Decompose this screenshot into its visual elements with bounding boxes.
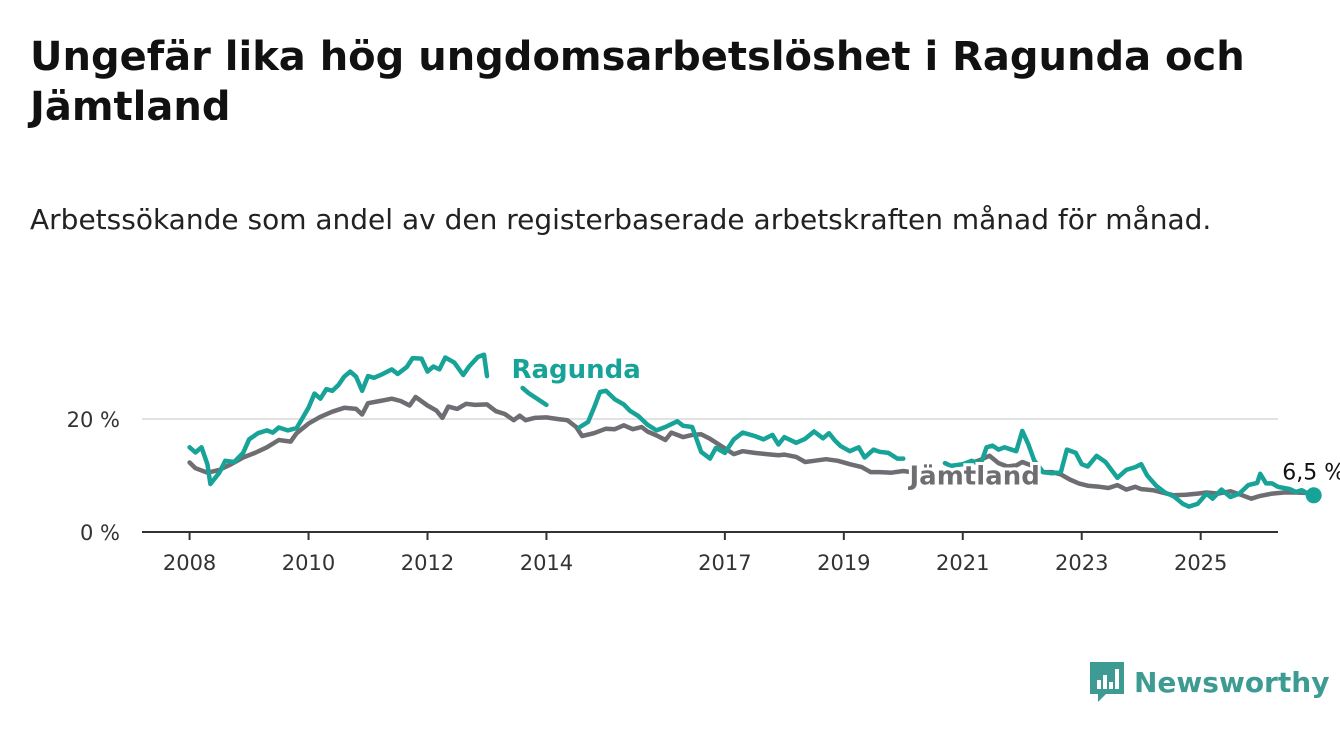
- series-lines: [187, 352, 1316, 509]
- chart-title: Ungefär lika hög ungdomsarbetslöshet i R…: [30, 34, 1245, 130]
- newsworthy-logo-icon: [1090, 662, 1124, 702]
- x-tick-label: 2014: [520, 551, 573, 575]
- series-label-ragunda: Ragunda: [511, 355, 640, 385]
- series-line-ragunda: [187, 352, 1316, 509]
- x-tick-label: 2010: [282, 551, 335, 575]
- x-tick-label: 2021: [936, 551, 989, 575]
- x-tick-label: 2012: [401, 551, 454, 575]
- series-label-jamtland: Jämtland: [908, 462, 1040, 492]
- x-tick-label: 2017: [698, 551, 751, 575]
- series-labels: Ragunda Jämtland 6,5 %: [508, 352, 1340, 504]
- end-value-label: 6,5 %: [1282, 460, 1340, 485]
- y-tick-label: 20 %: [67, 408, 120, 432]
- x-tick-label: 2019: [817, 551, 870, 575]
- x-tick-label: 2008: [163, 551, 216, 575]
- chart-subtitle: Arbetssökande som andel av den registerb…: [30, 203, 1212, 236]
- x-tick-label: 2023: [1055, 551, 1108, 575]
- y-axis: 0 % 20 %: [67, 408, 120, 545]
- series-line-jamtland: [187, 394, 1316, 501]
- x-axis: 2008 2010 2012 2014 2017 2019 2021 2023 2025: [142, 531, 1278, 575]
- y-tick-label: 0 %: [80, 521, 120, 545]
- x-tick-label: 2025: [1174, 551, 1227, 575]
- brand-name: Newsworthy: [1134, 665, 1330, 699]
- ragunda-end-marker: [1305, 487, 1322, 504]
- brand: Newsworthy: [1088, 660, 1329, 704]
